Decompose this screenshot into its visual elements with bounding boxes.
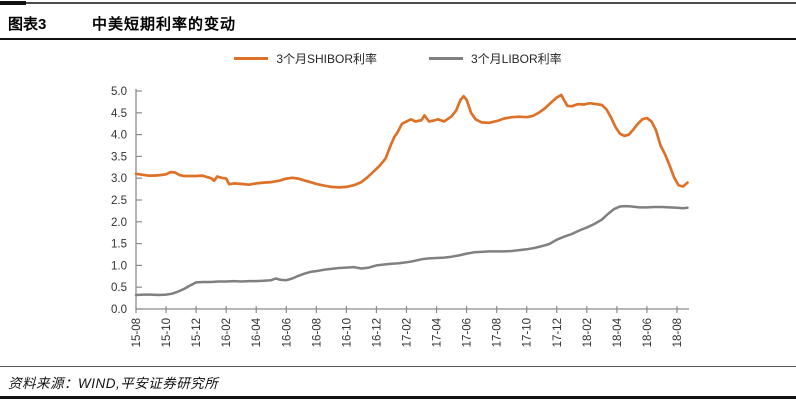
y-tick-label: 5.0 bbox=[111, 86, 127, 98]
legend-label-shibor: 3个月SHIBOR利率 bbox=[276, 51, 377, 66]
legend-item-libor: 3个月LIBOR利率 bbox=[429, 50, 562, 67]
x-tick-label: 16-02 bbox=[221, 318, 233, 347]
legend-label-libor: 3个月LIBOR利率 bbox=[471, 51, 562, 66]
y-tick-label: 4.5 bbox=[111, 108, 127, 120]
figure-header: 图表3 中美短期利率的变动 bbox=[8, 10, 788, 36]
x-tick-label: 18-02 bbox=[582, 318, 594, 347]
legend-item-shibor: 3个月SHIBOR利率 bbox=[234, 50, 377, 67]
x-tick-label: 17-04 bbox=[432, 317, 444, 347]
x-tick-label: 17-10 bbox=[522, 318, 534, 347]
x-tick-label: 17-08 bbox=[492, 318, 504, 347]
libor-line-swatch bbox=[429, 56, 463, 60]
x-tick-label: 17-12 bbox=[552, 318, 564, 347]
y-tick-label: 2.0 bbox=[111, 217, 127, 229]
title-divider bbox=[0, 38, 796, 40]
x-tick-label: 16-08 bbox=[311, 318, 323, 347]
footer-divider bbox=[0, 366, 796, 367]
y-tick-label: 1.5 bbox=[111, 239, 127, 251]
libor-line bbox=[134, 204, 689, 297]
x-tick-label: 15-10 bbox=[161, 318, 173, 347]
y-tick-label: 4.0 bbox=[111, 130, 127, 142]
chart-legend: 3个月SHIBOR利率 3个月LIBOR利率 bbox=[0, 49, 796, 67]
figure-label: 图表3 bbox=[8, 16, 47, 33]
x-tick-label: 16-12 bbox=[371, 318, 383, 347]
top-divider-accent bbox=[0, 1, 26, 5]
x-tick-label: 18-06 bbox=[642, 318, 654, 347]
y-tick-label: 0.0 bbox=[111, 304, 127, 316]
x-tick-label: 15-12 bbox=[191, 318, 203, 347]
y-tick-label: 2.5 bbox=[111, 195, 127, 207]
bottom-divider bbox=[0, 396, 796, 399]
axes: 0.0 0.5 1.0 1.5 2.0 2.5 3.0 3.5 4.0 4.5 5.0 15-08 15… bbox=[111, 86, 689, 347]
source-note: 资料来源：WIND,平安证券研究所 bbox=[8, 376, 219, 391]
shibor-line bbox=[134, 93, 689, 189]
x-tick-label: 17-02 bbox=[402, 318, 414, 347]
x-tick-label: 18-08 bbox=[672, 318, 684, 347]
top-divider bbox=[0, 2, 796, 4]
x-tick-label: 16-06 bbox=[281, 318, 293, 347]
figure-title: 中美短期利率的变动 bbox=[92, 16, 237, 33]
shibor-line-swatch bbox=[234, 56, 269, 60]
x-tick-label: 15-08 bbox=[131, 318, 143, 347]
rate-line-chart: 0.0 0.5 1.0 1.5 2.0 2.5 3.0 3.5 4.0 4.5 5.0 15-08 15… bbox=[111, 86, 689, 347]
x-tick-label: 16-10 bbox=[341, 318, 353, 347]
y-tick-label: 3.5 bbox=[111, 151, 127, 163]
y-tick-label: 0.5 bbox=[111, 282, 127, 294]
y-tick-label: 1.0 bbox=[111, 260, 127, 272]
y-tick-label: 3.0 bbox=[111, 173, 127, 185]
x-tick-label: 17-06 bbox=[462, 318, 474, 347]
x-tick-label: 18-04 bbox=[612, 317, 624, 347]
x-tick-label: 16-04 bbox=[251, 317, 263, 347]
